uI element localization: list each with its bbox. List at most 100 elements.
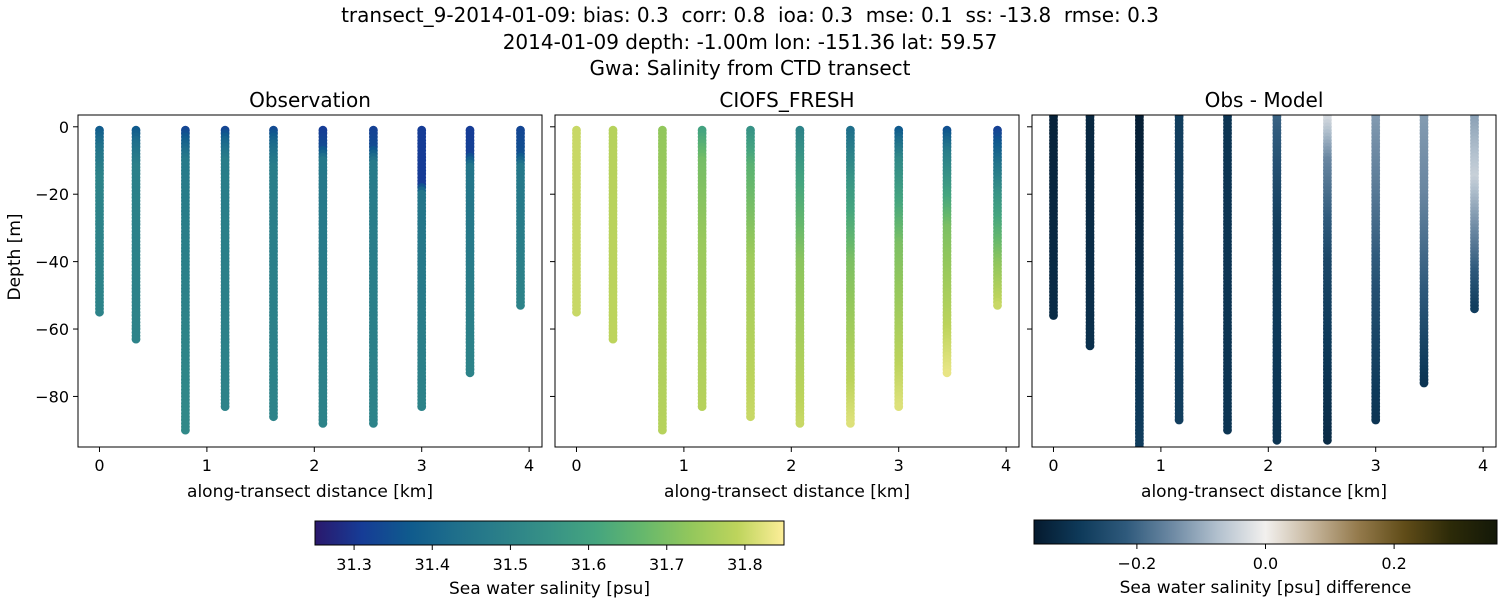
- data-point: [131, 334, 141, 344]
- station-9: [465, 125, 475, 378]
- x-axis-label: along-transect distance [km]: [187, 482, 433, 502]
- x-tick-label: 3: [417, 456, 427, 475]
- panel-2: 0 1 2 3 4 CIOFS_FRESH along-transect distance …: [550, 88, 1020, 502]
- data-point: [417, 402, 427, 411]
- data-point: [1085, 341, 1095, 351]
- colorbar-label: Sea water salinity [psu] difference: [1120, 578, 1412, 598]
- x-axis-label: along-transect distance [km]: [664, 482, 910, 502]
- station-7: [1323, 115, 1332, 445]
- colorbar-1: 31.3 31.4 31.5 31.6 31.7 31.8 Sea water salini…: [314, 520, 785, 599]
- station-8: [894, 125, 904, 411]
- station-8: [417, 125, 427, 411]
- x-tick-label: 2: [309, 456, 319, 475]
- station-6: [318, 125, 328, 428]
- x-tick-label: 3: [1371, 456, 1381, 475]
- data-point: [697, 402, 707, 411]
- axes-frame: [554, 114, 1020, 448]
- data-point: [572, 307, 581, 317]
- x-tick-label: 1: [1156, 456, 1166, 475]
- x-tick-label: 4: [1478, 456, 1488, 475]
- station-1: [95, 125, 104, 317]
- data-point: [369, 419, 378, 428]
- data-point: [658, 425, 667, 435]
- x-tick-label: 0: [1048, 456, 1058, 475]
- data-point: [1272, 435, 1282, 445]
- station-10: [993, 125, 1002, 310]
- data-point: [1223, 425, 1232, 435]
- data-point: [95, 307, 104, 317]
- station-1: [1049, 115, 1058, 320]
- station-9: [942, 125, 952, 378]
- colorbar-tick-label: 31.3: [336, 555, 372, 574]
- station-2: [131, 125, 141, 344]
- data-point: [318, 419, 328, 428]
- data-points: [95, 125, 525, 435]
- data-point: [269, 412, 278, 422]
- panel-3: 0 1 2 3 4 Obs - Model along-transect distance …: [1027, 88, 1497, 502]
- station-4: [1174, 115, 1184, 425]
- data-point: [1174, 415, 1184, 425]
- x-tick-label: 0: [571, 456, 581, 475]
- panel-title: Obs - Model: [1205, 88, 1324, 112]
- data-point: [1323, 435, 1332, 445]
- x-tick-label: 1: [202, 456, 212, 475]
- colorbar-2: −0.2 0.0 0.2 Sea water salinity [psu] diffe…: [1033, 519, 1498, 598]
- data-point: [1049, 311, 1058, 320]
- station-7: [846, 125, 855, 428]
- data-point: [1470, 304, 1479, 314]
- x-tick-label: 4: [524, 456, 534, 475]
- station-8: [1371, 115, 1381, 425]
- station-6: [1272, 115, 1282, 445]
- data-point: [846, 419, 855, 428]
- figure-title-line-2: 2014-01-09 depth: -1.00m lon: -151.36 la…: [502, 30, 998, 54]
- station-5: [1223, 115, 1232, 435]
- data-point: [1419, 378, 1429, 388]
- station-10: [516, 125, 525, 310]
- data-point: [993, 301, 1002, 310]
- colorbar-tick-label: 31.4: [414, 555, 450, 574]
- colorbar-tick-label: 0.2: [1381, 554, 1406, 573]
- colorbar-tick-label: 0.0: [1253, 554, 1278, 573]
- panel-1: 0 1 2 3 4 0 −20 −40 −60 −80 Observation along-trans…: [5, 88, 543, 502]
- colorbar-tick-label: 31.5: [493, 555, 529, 574]
- y-tick-label: −40: [35, 253, 69, 272]
- x-tick-label: 3: [894, 456, 904, 475]
- data-point: [465, 368, 475, 378]
- station-3: [181, 125, 190, 435]
- colorbar-tick-label: 31.6: [571, 555, 607, 574]
- station-4: [220, 125, 230, 411]
- data-point: [942, 368, 952, 378]
- colorbar-tick-label: 31.8: [727, 555, 763, 574]
- x-tick-label: 1: [679, 456, 689, 475]
- station-2: [1085, 115, 1095, 351]
- figure-title-line-1: transect_9-2014-01-09: bias: 0.3 corr: 0…: [341, 3, 1159, 27]
- station-9: [1419, 115, 1429, 388]
- colorbar-bar: [314, 520, 785, 546]
- x-tick-label: 4: [1001, 456, 1011, 475]
- data-point: [181, 425, 190, 435]
- panel-title: CIOFS_FRESH: [719, 88, 854, 112]
- colorbar-tick-label: 31.7: [649, 555, 685, 574]
- station-5: [269, 125, 278, 422]
- x-axis-label: along-transect distance [km]: [1141, 482, 1387, 502]
- station-3: [658, 125, 667, 435]
- data-point: [795, 419, 805, 428]
- colorbar-bar: [1033, 519, 1498, 545]
- data-point: [608, 334, 618, 344]
- station-1: [572, 125, 581, 317]
- data-point: [894, 402, 904, 411]
- x-tick-label: 2: [786, 456, 796, 475]
- y-tick-label: 0: [59, 118, 69, 137]
- station-3: [1135, 115, 1144, 447]
- station-4: [697, 125, 707, 411]
- y-tick-label: −80: [35, 387, 69, 406]
- colorbar-label: Sea water salinity [psu]: [449, 579, 650, 599]
- data-point: [220, 402, 230, 411]
- y-axis-label: Depth [m]: [5, 213, 25, 300]
- station-2: [608, 125, 618, 344]
- y-tick-label: −20: [35, 185, 69, 204]
- data-points: [572, 125, 1002, 435]
- axes-frame: [1031, 114, 1497, 448]
- station-5: [746, 125, 755, 422]
